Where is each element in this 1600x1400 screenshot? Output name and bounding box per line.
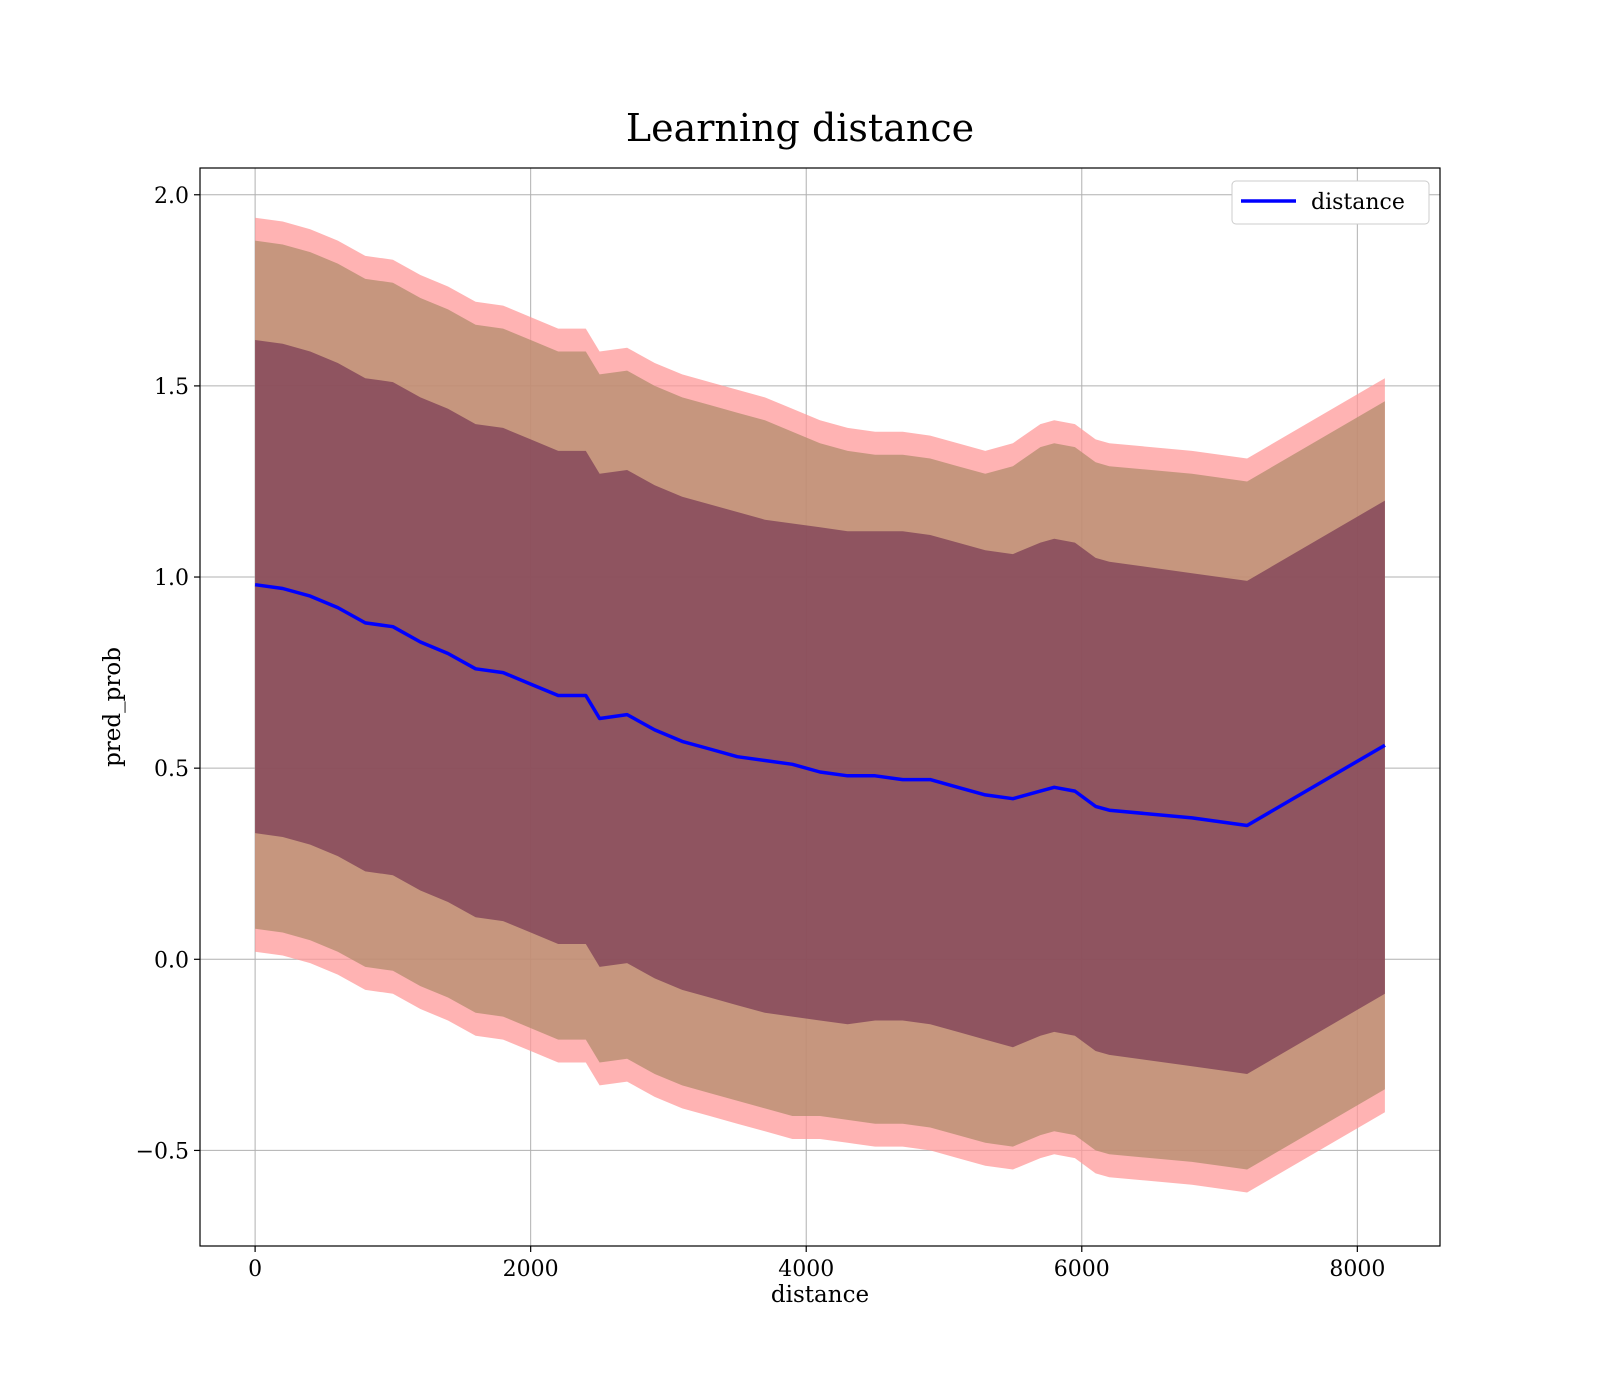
series-line-distance	[254, 582, 1386, 828]
y-tick-label: −0.5	[136, 1139, 189, 1164]
x-tick-label: 4000	[778, 1257, 834, 1282]
confidence-bands	[255, 217, 1385, 1193]
x-tick-label: 6000	[1054, 1257, 1110, 1282]
x-tick-label: 0	[248, 1257, 262, 1282]
line-layer	[254, 582, 1386, 828]
x-tick-label: 2000	[503, 1257, 559, 1282]
x-axis-label: distance	[771, 1282, 869, 1308]
y-tick-label: 1.5	[154, 375, 189, 400]
legend-label: distance	[1311, 190, 1405, 215]
y-tick-label: 0.5	[154, 757, 189, 782]
band-inner-band	[255, 340, 1385, 1074]
y-axis-label: pred_prob	[100, 647, 126, 767]
x-tick-label: 8000	[1329, 1257, 1385, 1282]
legend-box	[1231, 180, 1430, 225]
y-tick-label: 0.0	[154, 948, 189, 973]
chart-title: Learning distance	[626, 106, 974, 150]
axis-ticks: 0 2000 4000 6000 8000 −0.5 0.0 0.5 1.0 1.5 2.0	[136, 184, 1386, 1282]
y-tick-label: 1.0	[154, 566, 189, 591]
y-tick-label: 2.0	[154, 184, 189, 209]
plot-frame	[199, 167, 1441, 1247]
legend: distance	[1231, 180, 1430, 225]
